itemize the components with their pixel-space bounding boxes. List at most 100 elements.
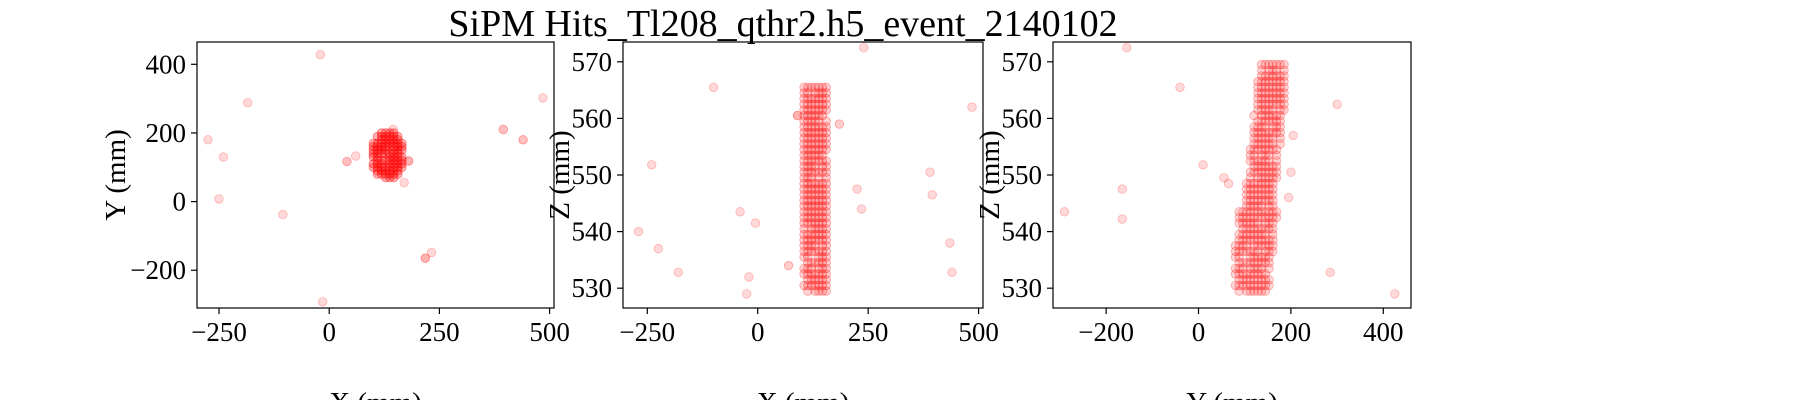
hit-point	[821, 161, 831, 172]
hit-point	[803, 240, 813, 251]
hit-point	[1268, 161, 1278, 172]
hit-point	[372, 148, 383, 159]
hit-point	[1264, 156, 1274, 166]
hit-point	[1271, 76, 1282, 87]
hit-point	[799, 246, 809, 257]
hit-point	[1268, 144, 1278, 155]
hit-point	[1264, 110, 1274, 121]
hit-point	[814, 167, 824, 177]
hit-point	[1253, 280, 1263, 291]
hit-point	[803, 82, 813, 93]
hit-point	[397, 159, 407, 169]
hit-point	[1238, 212, 1248, 223]
hit-point	[806, 229, 817, 240]
hit-point	[810, 190, 820, 200]
y-tick-label: 570	[572, 47, 613, 77]
hit-point	[783, 260, 794, 271]
hit-point	[821, 195, 831, 206]
hit-point	[380, 135, 391, 145]
hit-point	[368, 152, 379, 162]
hit-point	[1245, 195, 1256, 206]
hit-point	[810, 127, 820, 138]
hit-point	[1256, 88, 1267, 98]
hit-point	[317, 297, 328, 307]
x-tick-label: 0	[751, 317, 765, 347]
hit-point	[1245, 229, 1256, 240]
hit-point	[498, 124, 509, 135]
hit-point	[821, 235, 831, 245]
hit-point	[814, 116, 824, 126]
hit-point	[1260, 127, 1271, 138]
hit-point	[806, 150, 817, 160]
hit-point	[1253, 240, 1263, 251]
hit-point	[376, 169, 387, 179]
hit-point	[817, 246, 828, 257]
hit-point	[1253, 258, 1263, 268]
hit-point	[1241, 201, 1252, 211]
hit-point	[750, 218, 761, 228]
hit-point	[376, 135, 387, 145]
hit-point	[803, 156, 813, 166]
hit-point	[1268, 133, 1278, 143]
y-tick-label: 560	[572, 103, 613, 133]
hit-point	[1260, 167, 1271, 177]
hit-point	[1260, 71, 1271, 81]
hit-point	[821, 105, 831, 115]
hit-point	[1238, 275, 1248, 285]
hit-point	[799, 212, 809, 223]
hit-point	[817, 88, 828, 98]
hit-point	[806, 173, 817, 183]
hit-point	[806, 133, 817, 143]
hit-point	[385, 131, 395, 142]
hit-point	[806, 184, 817, 194]
hit-point	[1268, 235, 1278, 245]
hit-point	[1256, 76, 1267, 87]
hit-point	[1256, 144, 1267, 155]
hit-point	[1268, 173, 1278, 183]
hit-point	[1260, 139, 1271, 149]
hit-point	[799, 82, 809, 93]
hit-point	[1264, 240, 1274, 251]
hit-point	[278, 209, 288, 220]
hit-point	[817, 235, 828, 245]
hit-point	[1268, 212, 1278, 223]
hit-point	[1245, 156, 1256, 166]
hit-point	[821, 127, 831, 138]
hit-point	[1264, 235, 1274, 245]
hit-point	[380, 128, 391, 138]
hit-point	[1268, 207, 1278, 217]
hit-point	[817, 252, 828, 262]
hit-point	[814, 263, 824, 274]
hit-point	[799, 224, 809, 234]
x-tick-label: 0	[1192, 317, 1206, 347]
hit-point	[1268, 59, 1278, 70]
hit-point	[810, 269, 820, 279]
hit-point	[393, 159, 403, 169]
hit-point	[389, 172, 399, 183]
hit-point	[372, 141, 383, 152]
hit-point	[1230, 252, 1241, 262]
hit-point	[1260, 229, 1271, 240]
hit-point	[389, 141, 399, 152]
hit-point	[817, 201, 828, 211]
y-tick-label: 570	[1002, 47, 1043, 77]
hit-point	[1283, 192, 1294, 203]
hit-point	[538, 93, 548, 103]
hit-point	[1249, 195, 1259, 206]
hit-point	[821, 190, 831, 200]
hit-point	[385, 135, 395, 145]
hit-point	[1264, 173, 1274, 183]
hit-point	[1260, 59, 1271, 70]
hit-point	[810, 207, 820, 217]
hit-point	[1271, 59, 1282, 70]
hit-point	[799, 156, 809, 166]
hit-point	[1249, 190, 1259, 200]
hit-point	[380, 155, 391, 166]
x-axis-label: X (mm)	[329, 387, 422, 400]
hit-point	[947, 267, 957, 278]
hit-point	[1256, 110, 1267, 121]
hit-point	[814, 184, 824, 194]
hit-point	[1271, 93, 1282, 104]
hit-point	[1241, 286, 1252, 296]
hit-point	[1268, 246, 1278, 257]
